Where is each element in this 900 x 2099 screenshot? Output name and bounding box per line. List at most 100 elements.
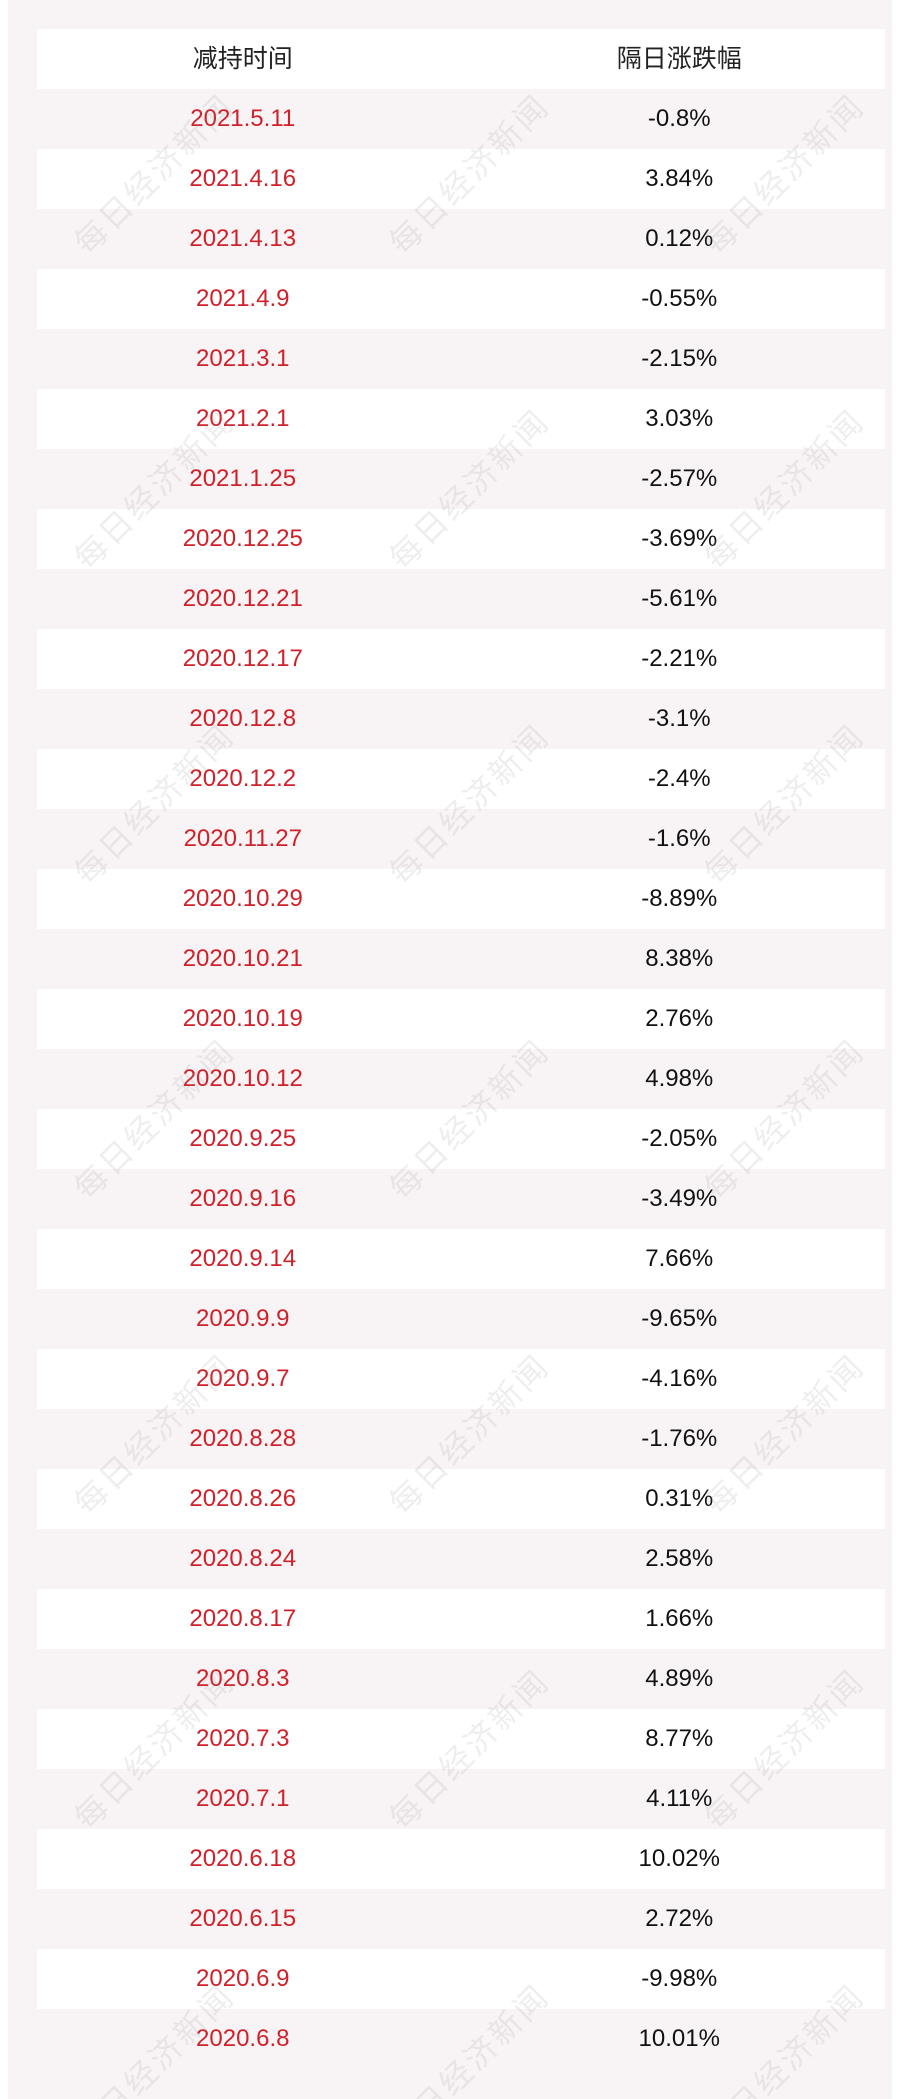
table-row: 2020.10.29 -8.89% <box>37 869 885 929</box>
table-row: 2021.2.1 3.03% <box>37 389 885 449</box>
next-day-change-cell: 4.98% <box>645 1065 714 1092</box>
table-row: 2020.6.9 -9.98% <box>37 1949 885 2009</box>
next-day-change-cell: 1.66% <box>645 1605 714 1632</box>
next-day-change-cell: 2.58% <box>645 1545 714 1572</box>
table-row: 2020.6.15 2.72% <box>37 1889 885 1949</box>
table-row: 2020.12.17 -2.21% <box>37 629 885 689</box>
reduction-date-cell: 2020.7.1 <box>196 1785 290 1812</box>
next-day-change-cell: 8.77% <box>645 1725 714 1752</box>
next-day-change-cell: 2.76% <box>645 1005 714 1032</box>
table-row: 2020.9.25 -2.05% <box>37 1109 885 1169</box>
reduction-date-cell: 2020.10.29 <box>182 885 303 912</box>
next-day-change-cell: -2.05% <box>641 1125 718 1152</box>
table-row: 2021.4.9 -0.55% <box>37 269 885 329</box>
reduction-date-cell: 2020.9.25 <box>189 1125 297 1152</box>
reduction-date-cell: 2020.12.2 <box>189 765 297 792</box>
reduction-date-cell: 2020.9.9 <box>196 1305 290 1332</box>
table-row: 2020.12.25 -3.69% <box>37 509 885 569</box>
table-row: 2021.3.1 -2.15% <box>37 329 885 389</box>
table-row: 2020.9.7 -4.16% <box>37 1349 885 1409</box>
table-row: 2020.12.21 -5.61% <box>37 569 885 629</box>
next-day-change-cell: -2.57% <box>641 465 718 492</box>
reduction-date-cell: 2020.9.16 <box>189 1185 297 1212</box>
next-day-change-cell: -2.4% <box>647 765 711 792</box>
reduction-date-cell: 2020.12.25 <box>182 525 303 552</box>
reduction-date-cell: 2021.2.1 <box>196 405 290 432</box>
next-day-change-cell: 0.31% <box>645 1485 714 1512</box>
next-day-change-cell: 3.84% <box>645 165 714 192</box>
reduction-date-cell: 2020.10.12 <box>182 1065 303 1092</box>
reduction-date-cell: 2020.8.17 <box>189 1605 297 1632</box>
table-row: 2021.4.13 0.12% <box>37 209 885 269</box>
table-row: 2020.6.8 10.01% <box>37 2009 885 2069</box>
next-day-change-cell: 7.66% <box>645 1245 714 1272</box>
table-row: 2021.1.25 -2.57% <box>37 449 885 509</box>
table-row: 2020.6.18 10.02% <box>37 1829 885 1889</box>
reduction-date-cell: 2021.4.13 <box>189 225 297 252</box>
next-day-change-cell: -9.65% <box>641 1305 718 1332</box>
next-day-change-cell: -3.49% <box>641 1185 718 1212</box>
reduction-date-cell: 2020.10.21 <box>182 945 303 972</box>
reduction-date-cell: 2020.8.24 <box>189 1545 297 1572</box>
next-day-change-cell: -0.8% <box>647 105 711 132</box>
reduction-date-cell: 2020.8.26 <box>189 1485 297 1512</box>
table-row: 2020.10.12 4.98% <box>37 1049 885 1109</box>
next-day-change-cell: -3.69% <box>641 525 718 552</box>
next-day-change-cell: -0.55% <box>641 285 718 312</box>
reduction-date-cell: 2020.8.28 <box>189 1425 297 1452</box>
reduction-date-cell: 2020.9.14 <box>189 1245 297 1272</box>
table-row: 2020.8.17 1.66% <box>37 1589 885 1649</box>
table-row: 2020.9.9 -9.65% <box>37 1289 885 1349</box>
table-row: 2020.8.24 2.58% <box>37 1529 885 1589</box>
next-day-change-cell: -8.89% <box>641 885 718 912</box>
next-day-change-cell: -1.76% <box>641 1425 718 1452</box>
reduction-date-cell: 2020.8.3 <box>196 1665 290 1692</box>
next-day-change-cell: 8.38% <box>645 945 714 972</box>
table-row: 2020.10.21 8.38% <box>37 929 885 989</box>
next-day-change-cell: -9.98% <box>641 1965 718 1992</box>
reduction-date-cell: 2021.3.1 <box>196 345 290 372</box>
table-header-row: 减持时间 隔日涨跌幅 <box>37 29 885 89</box>
next-day-change-cell: -1.6% <box>647 825 711 852</box>
reduction-date-cell: 2020.11.27 <box>183 825 302 852</box>
reduction-date-cell: 2020.6.18 <box>189 1845 297 1872</box>
table-row: 2020.8.26 0.31% <box>37 1469 885 1529</box>
table-row: 2020.9.14 7.66% <box>37 1229 885 1289</box>
reduction-date-cell: 2020.6.15 <box>189 1905 297 1932</box>
table-row: 2020.8.28 -1.76% <box>37 1409 885 1469</box>
next-day-change-cell: -3.1% <box>647 705 711 732</box>
table-row: 2020.12.8 -3.1% <box>37 689 885 749</box>
next-day-change-cell: 0.12% <box>645 225 714 252</box>
next-day-change-cell: -5.61% <box>641 585 718 612</box>
reduction-date-cell: 2020.12.21 <box>182 585 303 612</box>
table-panel: 减持时间 隔日涨跌幅 2021.5.11 -0.8% 2021.4.16 3.84% 2… <box>8 0 892 2099</box>
table-row: 2021.5.11 -0.8% <box>37 89 885 149</box>
table-row: 2021.4.16 3.84% <box>37 149 885 209</box>
reduction-date-cell: 2021.4.16 <box>189 165 297 192</box>
next-day-change-cell: -2.21% <box>641 645 718 672</box>
next-day-change-cell: 10.02% <box>638 1845 720 1872</box>
reduction-date-cell: 2020.12.17 <box>182 645 303 672</box>
reduction-date-cell: 2020.12.8 <box>189 705 297 732</box>
next-day-change-cell: 4.89% <box>645 1665 714 1692</box>
reduction-date-cell: 2021.5.11 <box>190 105 296 132</box>
reduction-table: 减持时间 隔日涨跌幅 2021.5.11 -0.8% 2021.4.16 3.84% 2… <box>37 29 885 2069</box>
table-row: 2020.7.1 4.11% <box>37 1769 885 1829</box>
table-row: 2020.8.3 4.89% <box>37 1649 885 1709</box>
table-row: 2020.12.2 -2.4% <box>37 749 885 809</box>
next-day-change-cell: -2.15% <box>641 345 718 372</box>
next-day-change-cell: 3.03% <box>645 405 714 432</box>
header-reduction-date: 减持时间 <box>192 45 293 73</box>
reduction-date-cell: 2020.6.9 <box>196 1965 290 1992</box>
next-day-change-cell: 10.01% <box>638 2025 720 2052</box>
table-row: 2020.9.16 -3.49% <box>37 1169 885 1229</box>
table-row: 2020.7.3 8.77% <box>37 1709 885 1769</box>
table-body: 2021.5.11 -0.8% 2021.4.16 3.84% 2021.4.13 0.1… <box>37 89 885 2069</box>
table-row: 2020.11.27 -1.6% <box>37 809 885 869</box>
reduction-date-cell: 2020.6.8 <box>196 2025 290 2052</box>
reduction-date-cell: 2021.1.25 <box>189 465 297 492</box>
reduction-date-cell: 2021.4.9 <box>196 285 290 312</box>
next-day-change-cell: 2.72% <box>645 1905 714 1932</box>
reduction-date-cell: 2020.10.19 <box>182 1005 303 1032</box>
reduction-date-cell: 2020.9.7 <box>196 1365 290 1392</box>
